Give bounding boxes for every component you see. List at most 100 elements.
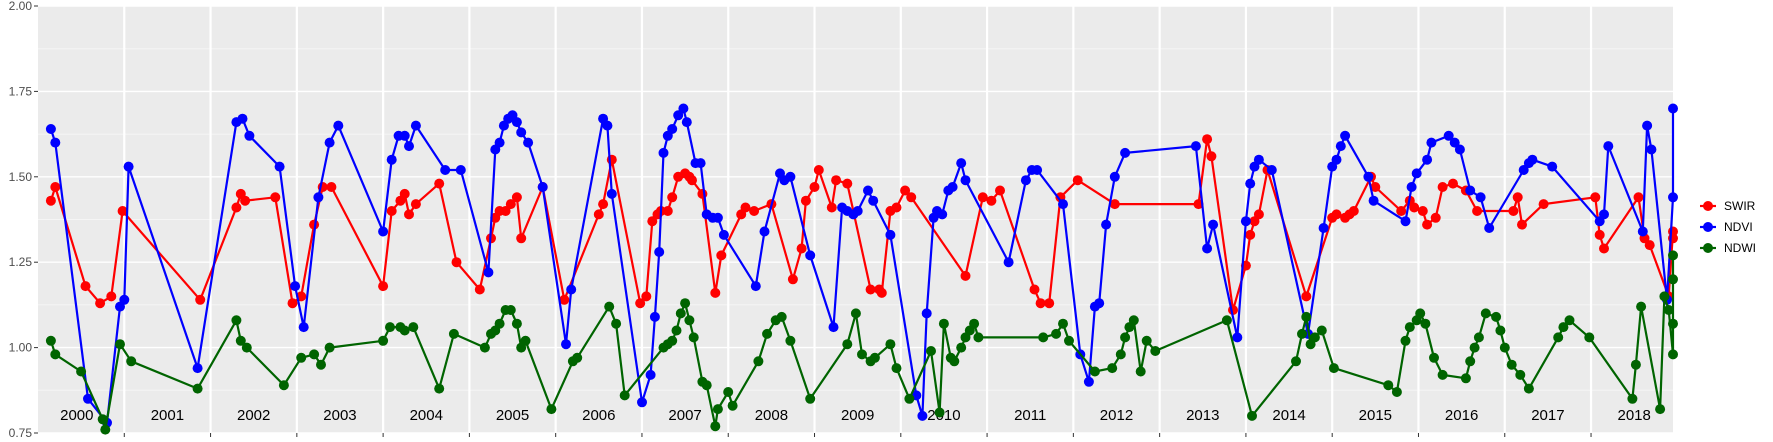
data-point-ndvi	[1363, 171, 1374, 182]
data-point-ndvi	[785, 171, 796, 182]
data-point-ndwi	[1128, 315, 1139, 326]
data-point-ndvi	[1109, 171, 1120, 182]
data-point-swir	[451, 257, 462, 268]
data-point-swir	[1538, 199, 1549, 210]
data-point-swir	[45, 195, 56, 206]
data-point-ndvi	[1368, 195, 1379, 206]
data-point-swir	[231, 202, 242, 213]
data-point-swir	[813, 165, 824, 175]
data-point-swir	[809, 182, 820, 192]
data-point-ndvi	[566, 284, 577, 295]
data-point-ndvi	[673, 110, 684, 121]
data-point-ndwi	[1506, 359, 1517, 370]
data-point-ndvi	[1335, 141, 1346, 152]
y-tick-label: 1.00	[9, 341, 33, 355]
data-point-swir	[800, 195, 811, 206]
data-point-ndvi	[237, 113, 248, 124]
data-point-ndwi	[1316, 325, 1327, 336]
data-point-swir	[831, 175, 842, 186]
year-label: 2002	[237, 407, 270, 424]
data-point-ndwi	[904, 393, 915, 404]
data-point-ndwi	[723, 387, 734, 397]
data-point-swir	[434, 178, 445, 189]
data-point-ndwi	[805, 393, 816, 404]
year-label: 2016	[1445, 407, 1478, 424]
data-point-swir	[1029, 284, 1040, 295]
data-point-ndvi	[324, 137, 335, 148]
data-point-ndvi	[602, 120, 613, 131]
year-label: 2006	[582, 407, 615, 424]
data-point-swir	[270, 192, 281, 203]
data-point-ndwi	[115, 339, 125, 350]
data-point-ndwi	[688, 332, 699, 343]
data-point-ndvi	[1120, 147, 1131, 158]
data-point-ndwi	[296, 352, 307, 363]
data-point-ndwi	[1107, 363, 1118, 374]
year-label: 2018	[1617, 407, 1650, 424]
data-point-ndwi	[1491, 311, 1502, 322]
data-point-swir	[906, 192, 917, 203]
data-point-ndvi	[947, 182, 958, 192]
data-point-swir	[500, 206, 511, 216]
data-point-swir	[1409, 202, 1420, 213]
data-point-ndwi	[1415, 308, 1426, 319]
data-point-ndvi	[516, 127, 527, 138]
year-label: 2000	[60, 407, 93, 424]
data-point-ndwi	[1627, 393, 1638, 404]
data-point-ndvi	[1245, 178, 1256, 189]
series-ndwi	[45, 250, 1678, 435]
data-point-swir	[410, 199, 421, 210]
data-point-ndvi	[1094, 298, 1105, 309]
data-point-ndvi	[1331, 154, 1342, 165]
data-point-ndvi	[1668, 103, 1678, 114]
data-point-ndvi	[1101, 219, 1112, 230]
data-point-ndwi	[785, 335, 796, 346]
data-point-ndwi	[680, 298, 691, 309]
data-point-ndwi	[126, 356, 137, 367]
series-layer	[45, 103, 1678, 435]
data-point-swir	[1417, 206, 1428, 216]
data-point-swir	[995, 185, 1005, 196]
data-point-ndvi	[1475, 192, 1486, 203]
data-point-ndwi	[97, 414, 108, 425]
data-point-swir	[865, 284, 876, 295]
data-point-swir	[287, 298, 298, 309]
year-label: 2003	[323, 407, 356, 424]
data-point-swir	[326, 182, 337, 192]
data-point-ndwi	[1404, 322, 1415, 333]
data-point-ndwi	[511, 318, 522, 329]
data-point-swir	[106, 291, 117, 302]
data-point-ndwi	[1668, 318, 1678, 329]
data-point-ndvi	[274, 161, 285, 172]
data-point-swir	[986, 195, 997, 206]
data-point-swir	[1512, 192, 1523, 203]
data-point-ndvi	[1406, 182, 1417, 192]
data-point-ndwi	[667, 335, 678, 346]
data-point-ndwi	[45, 335, 56, 346]
data-point-ndvi	[455, 165, 466, 175]
data-point-ndvi	[298, 322, 309, 333]
data-point-ndvi	[1253, 154, 1264, 165]
data-point-ndwi	[969, 318, 980, 329]
data-point-ndwi	[949, 356, 960, 367]
data-point-ndwi	[1420, 318, 1431, 329]
data-point-ndvi	[1202, 243, 1213, 254]
data-point-swir	[687, 175, 697, 186]
data-point-ndwi	[408, 322, 419, 333]
data-point-ndwi	[1038, 332, 1049, 343]
data-point-ndwi	[1499, 342, 1510, 353]
data-point-ndvi	[695, 158, 706, 169]
data-point-ndvi	[1422, 154, 1433, 165]
data-point-ndwi	[1400, 335, 1411, 346]
data-point-swir	[977, 192, 988, 203]
data-point-swir	[50, 182, 61, 192]
data-point-ndvi	[244, 130, 255, 141]
data-point-ndwi	[1584, 332, 1595, 343]
data-point-ndwi	[1659, 291, 1670, 302]
data-point-ndwi	[701, 380, 712, 391]
data-point-ndwi	[241, 342, 252, 353]
data-point-ndvi	[410, 120, 421, 131]
data-point-ndvi	[885, 229, 896, 240]
data-point-ndwi	[448, 328, 459, 339]
data-point-ndvi	[852, 206, 863, 216]
